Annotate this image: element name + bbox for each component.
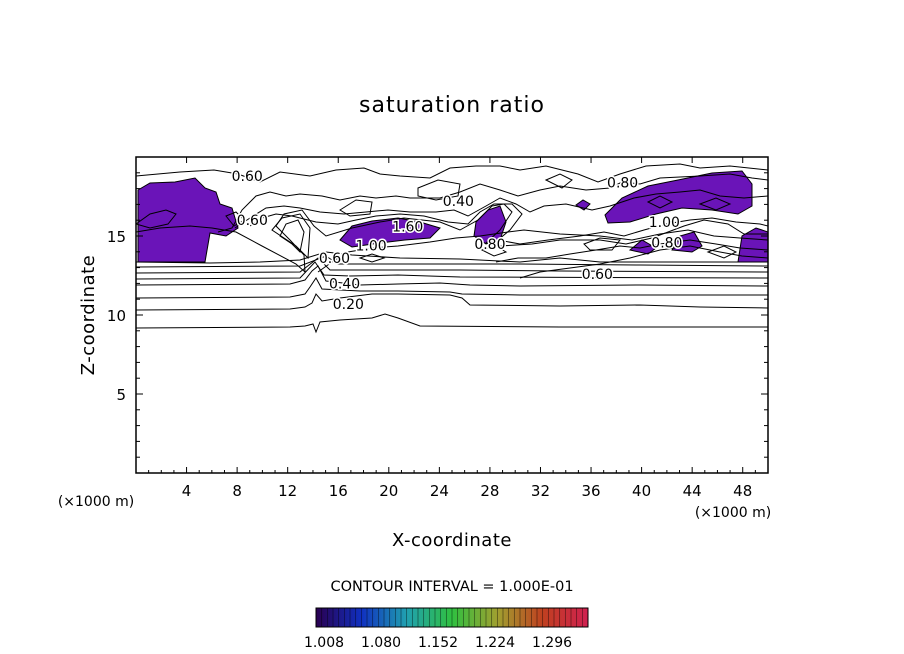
x-unit-label: (×1000 m)	[695, 505, 771, 521]
y-tick-label: 15	[107, 228, 126, 246]
colorbar-label: 1.296	[532, 635, 572, 651]
y-tick-label: 5	[116, 386, 126, 404]
contour-line	[417, 179, 461, 201]
shade-patch	[575, 199, 591, 211]
x-tick-label: 40	[632, 482, 651, 500]
x-tick-label: 24	[430, 482, 449, 500]
colorbar-outline	[315, 607, 589, 628]
contour-line	[271, 213, 311, 260]
contour-label: 0.60	[319, 251, 350, 267]
colorbar: 1.008 1.080 1.152 1.224 1.296	[304, 607, 589, 651]
colorbar-ticks	[321, 608, 583, 627]
contour-line	[279, 219, 305, 254]
x-tick-label: 12	[278, 482, 297, 500]
contour-line	[234, 189, 768, 229]
shade-patch	[137, 177, 239, 263]
contour-line	[217, 173, 768, 233]
x-tick-label: 32	[531, 482, 550, 500]
contour-label: 0.20	[333, 297, 364, 313]
contour-line	[225, 211, 245, 227]
contour-label: 0.60	[582, 267, 613, 283]
contour-line	[698, 197, 732, 211]
y-unit-label: (×1000 m)	[58, 494, 134, 510]
colorbar-label: 1.080	[361, 635, 401, 651]
x-tick-label: 28	[480, 482, 499, 500]
x-tick-label: 48	[733, 482, 752, 500]
contour-line	[583, 237, 621, 251]
contour-label: 1.00	[649, 215, 680, 231]
contour-label: 0.80	[651, 235, 682, 251]
contour-line	[544, 173, 573, 189]
contour-line	[480, 245, 508, 257]
colorbar-label: 1.224	[475, 635, 515, 651]
contour-label: 1.00	[356, 238, 387, 254]
y-tick-label: 10	[107, 307, 126, 325]
contour-line	[495, 239, 768, 263]
colorbar-label: 1.008	[304, 635, 344, 651]
contour-line	[317, 229, 768, 273]
x-tick-label: 8	[232, 482, 242, 500]
x-axis-label: X-coordinate	[392, 530, 512, 551]
x-tick-label: 44	[683, 482, 702, 500]
contour-label: 0.40	[329, 276, 360, 292]
plot-area: 0.60 0.60 0.40 0.80 1.00 0.80 0.60 1.00 1.60 0.80…	[136, 163, 768, 334]
y-axis-label: Z-coordinate	[78, 255, 99, 376]
contour-line	[136, 163, 768, 183]
x-tick-label: 16	[329, 482, 348, 500]
contour-line	[339, 199, 373, 217]
contour-line	[136, 209, 177, 229]
chart-title: saturation ratio	[359, 93, 545, 118]
contour-label: 0.80	[607, 175, 638, 191]
contour-label: 0.40	[443, 194, 474, 210]
contour-line	[136, 313, 768, 334]
x-axis-ticks: 4 8 12 16 20 24 28 32 36 40 44 48	[148, 157, 756, 500]
contour-line	[136, 203, 768, 274]
contour-label-group: 0.60 0.60 0.40 0.80 1.00 0.80 0.60 1.00 1.60 0.80…	[230, 167, 684, 314]
contour-line	[136, 293, 768, 311]
contour-line	[136, 261, 768, 280]
colorbar-label: 1.152	[418, 635, 458, 651]
contour-label: 0.80	[474, 237, 505, 253]
contour-line	[136, 277, 768, 299]
contour-line	[136, 251, 768, 264]
contour-lines	[136, 163, 768, 334]
x-tick-label: 36	[581, 482, 600, 500]
shade-patch	[473, 205, 507, 245]
contour-line	[136, 265, 768, 287]
contour-label: 0.60	[237, 213, 268, 229]
contour-line	[646, 195, 674, 209]
x-tick-label: 20	[379, 482, 398, 500]
colorbar-labels: 1.008 1.080 1.152 1.224 1.296	[304, 635, 572, 651]
contour-line	[706, 245, 738, 259]
contour-line	[249, 203, 768, 245]
contour-interval-text: CONTOUR INTERVAL = 1.000E-01	[330, 579, 573, 595]
contour-line	[358, 253, 386, 263]
y-axis-ticks: 5 10 15	[107, 172, 768, 458]
contour-label: 1.60	[392, 220, 423, 236]
contour-label: 0.60	[232, 169, 263, 185]
x-tick-label: 4	[182, 482, 192, 500]
